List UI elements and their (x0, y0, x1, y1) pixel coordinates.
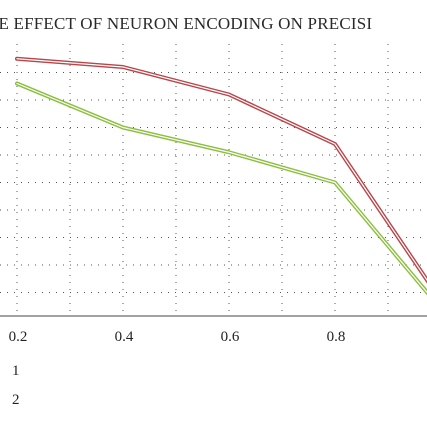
x-tick-labels: 0.2 0.4 0.6 0.8 (9, 329, 346, 345)
x-tick-label: 0.8 (327, 329, 346, 345)
legend: 12 (12, 363, 20, 408)
x-tick-label: 0.6 (221, 329, 240, 345)
x-tick-label: 0.2 (9, 329, 28, 345)
legend-label-1: 1 (12, 363, 20, 379)
chart-title: HE EFFECT OF NEURON ENCODING ON PRECISI (0, 14, 373, 33)
grid (0, 44, 427, 316)
x-tick-label: 0.4 (115, 329, 134, 345)
series-line-outer (15, 56, 427, 284)
series-lines (15, 56, 427, 296)
series-line-outer (15, 81, 427, 296)
series-2 (15, 81, 427, 296)
legend-label-2: 2 (12, 392, 20, 408)
series-line-inner (16, 58, 427, 282)
series-1 (15, 56, 427, 284)
series-line-inner (16, 82, 427, 294)
